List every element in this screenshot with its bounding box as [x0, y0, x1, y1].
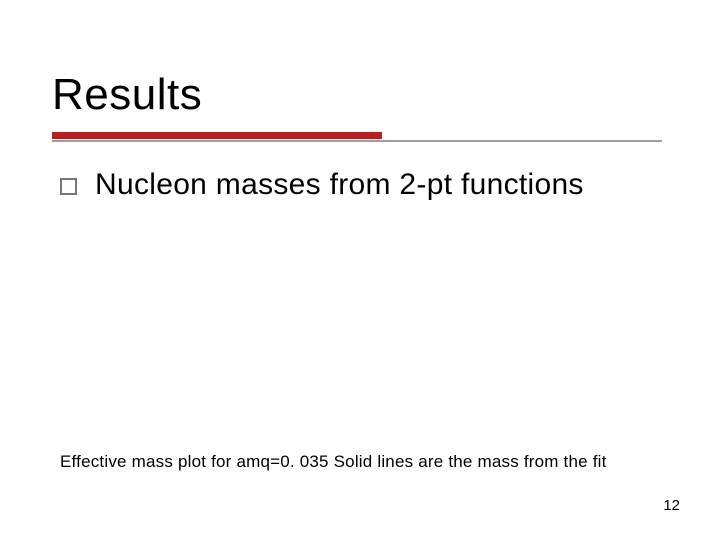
page-number: 12 [663, 497, 680, 514]
title-underline [52, 132, 662, 142]
bullet-row: Nucleon masses from 2-pt functions [60, 168, 584, 202]
figure-caption: Effective mass plot for amq=0. 035 Solid… [60, 452, 607, 472]
bullet-text: Nucleon masses from 2-pt functions [95, 168, 584, 202]
bullet-marker-icon [60, 178, 77, 195]
underline-gray-bar [52, 140, 662, 142]
slide-title: Results [52, 70, 202, 120]
figure-placeholder [138, 218, 406, 443]
slide: Results Nucleon masses from 2-pt functio… [0, 0, 720, 540]
underline-red-bar [52, 132, 382, 139]
